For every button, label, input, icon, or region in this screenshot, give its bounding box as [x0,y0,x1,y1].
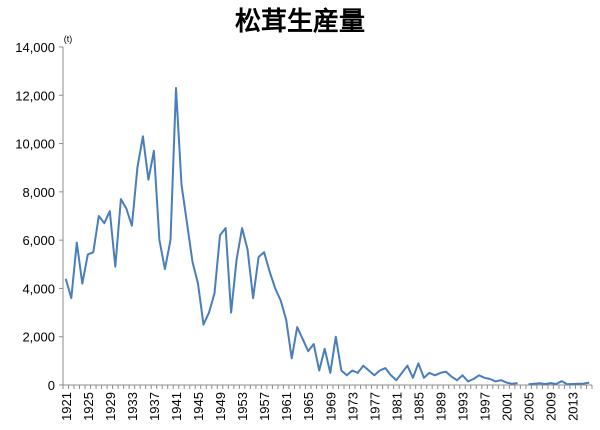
x-tick-label: 1981 [389,392,404,421]
x-tick-label: 2013 [566,392,581,421]
series-line-segment [64,87,518,385]
y-tick-label: 0 [48,378,55,393]
y-tick-label: 10,000 [15,137,55,152]
x-tick-label: 1993 [456,392,471,421]
x-tick-label: 1925 [81,392,96,421]
x-tick-label: 1953 [235,392,250,421]
x-tick-label: 1933 [125,392,140,421]
y-tick-label: 12,000 [15,88,55,103]
y-tick-label: 14,000 [15,40,55,55]
x-tick-label: 1949 [213,392,228,421]
x-tick-label: 1985 [411,392,426,421]
x-tick-label: 1957 [257,392,272,421]
y-tick-label: 2,000 [22,330,55,345]
unit-label: (t) [64,34,73,44]
x-tick-label: 1965 [301,392,316,421]
x-axis: 1921 1925 1929 1933 1937 1941 1945 1949 1953 1957… [59,384,593,421]
x-tick-label: 1969 [323,392,338,421]
x-tick-label: 1921 [59,392,74,421]
y-tick-label: 8,000 [22,185,55,200]
x-tick-label: 1997 [478,392,493,421]
x-tick-label: 1977 [367,392,382,421]
x-tick-label: 1961 [279,392,294,421]
chart-title: 松茸生産量 [235,6,365,37]
x-tick-label: 1945 [191,392,206,421]
y-tick-label: 6,000 [22,233,55,248]
x-tick-label: 1937 [147,392,162,421]
x-tick-label: 2001 [500,392,515,421]
x-tick-label: 1941 [169,392,184,421]
x-tick-label: 1929 [103,392,118,421]
series-line-segment [528,380,590,386]
x-tick-label: 2005 [522,392,537,421]
series-line [64,87,590,386]
y-tick-label: 4,000 [22,281,55,296]
y-axis: 0 2,000 4,000 6,000 8,000 10,000 12,000 14,000 [15,40,64,393]
x-tick-label: 1973 [345,392,360,421]
x-tick-label: 2009 [544,392,559,421]
x-tick-label: 1989 [433,392,448,421]
